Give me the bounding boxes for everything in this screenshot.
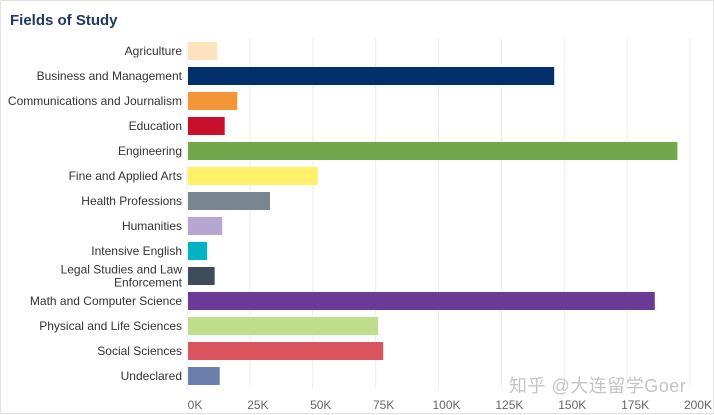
- category-label: Social Sciences: [97, 344, 182, 358]
- watermark: 知乎 @大连留学Goer: [509, 376, 687, 396]
- category-label: Education: [129, 119, 182, 133]
- x-tick-label: 125K: [495, 398, 523, 412]
- bar: [188, 242, 208, 260]
- bar: [188, 67, 555, 85]
- category-label: Business and Management: [37, 69, 183, 83]
- x-tick-label: 25K: [247, 398, 268, 412]
- bar: [188, 217, 223, 235]
- x-tick-label: 200K: [684, 398, 712, 412]
- bar: [188, 192, 270, 210]
- x-tick-label: 75K: [373, 398, 394, 412]
- x-tick-label: 0K: [188, 398, 203, 412]
- category-label: Engineering: [118, 144, 182, 158]
- bar: [188, 317, 379, 335]
- category-label: Communications and Journalism: [8, 94, 182, 108]
- x-tick-label: 150K: [558, 398, 586, 412]
- bar: [188, 342, 384, 360]
- category-label: Fine and Applied Arts: [69, 169, 182, 183]
- category-label: Health Professions: [81, 194, 182, 208]
- category-label: Agriculture: [125, 44, 183, 58]
- bar: [188, 367, 220, 385]
- category-label: Legal Studies and Law: [61, 263, 183, 277]
- bar: [188, 142, 678, 160]
- category-label: Undeclared: [121, 369, 182, 383]
- category-label: Math and Computer Science: [30, 294, 182, 308]
- category-label: Physical and Life Sciences: [39, 319, 182, 333]
- x-tick-label: 175K: [621, 398, 649, 412]
- bar: [188, 117, 225, 135]
- bar: [188, 292, 655, 310]
- bar: [188, 92, 238, 110]
- x-tick-label: 100K: [432, 398, 460, 412]
- category-label: Enforcement: [114, 276, 183, 290]
- bar: [188, 167, 318, 185]
- category-label: Humanities: [122, 219, 182, 233]
- bar: [188, 42, 218, 60]
- bar: [188, 267, 215, 285]
- chart-title: Fields of Study: [10, 12, 118, 29]
- category-label: Intensive English: [91, 244, 182, 258]
- x-tick-label: 50K: [310, 398, 331, 412]
